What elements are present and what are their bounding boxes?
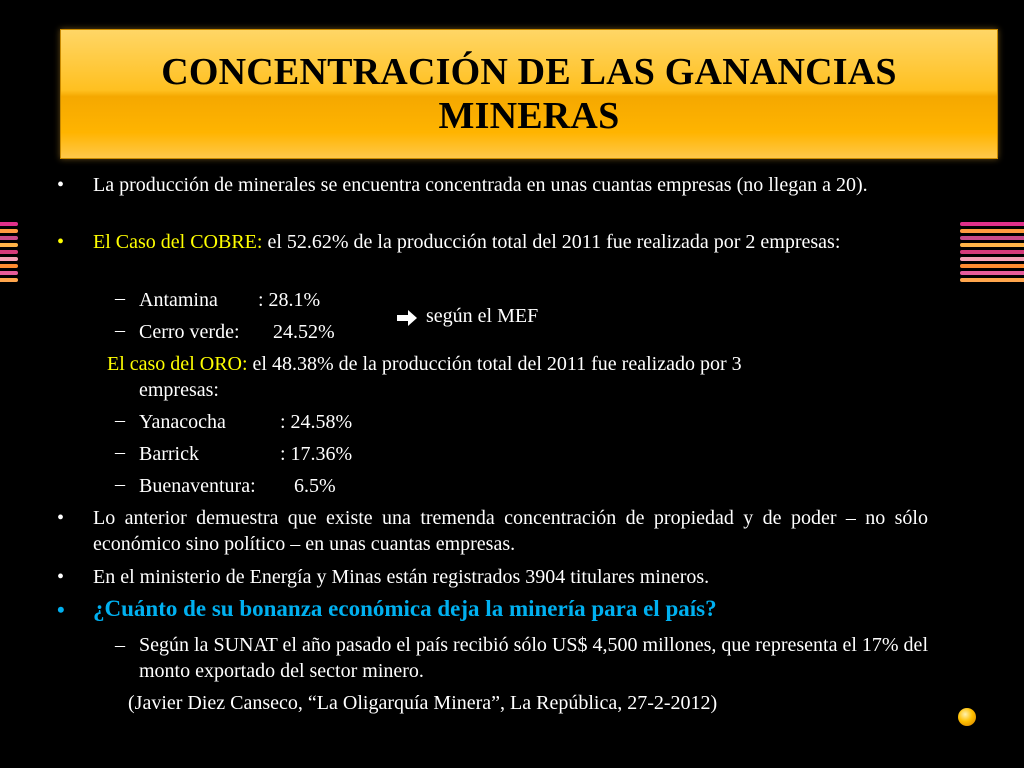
arrow-right-icon (397, 310, 417, 326)
oro-text-continuation: empresas: (139, 379, 219, 401)
bullet-icon: • (57, 597, 65, 622)
buenaventura-value: 6.5% (294, 475, 336, 497)
bullet-icon: • (57, 231, 65, 253)
mef-note: según el MEF (426, 305, 539, 327)
dash-icon: – (115, 319, 125, 341)
cerro-verde-value: 24.52% (273, 321, 335, 343)
citation: (Javier Diez Canseco, “La Oligarquía Min… (128, 692, 718, 714)
dash-icon: – (115, 473, 125, 495)
dash-icon: – (115, 287, 125, 309)
left-stripes-decoration (0, 222, 18, 285)
bullet-icon: • (57, 174, 65, 196)
bullet-icon: • (57, 566, 65, 588)
paragraph-production: La producción de minerales se encuentra … (93, 174, 868, 196)
title-box: CONCENTRACIÓN DE LAS GANANCIAS MINERAS (60, 29, 998, 159)
barrick-name: Barrick (139, 443, 199, 465)
cerro-verde-name: Cerro verde: (139, 321, 240, 343)
dash-icon: – (115, 409, 125, 431)
buenaventura-name: Buenaventura: (139, 475, 256, 497)
cobre-label: El Caso del COBRE: (93, 231, 263, 253)
paragraph-cobre: El Caso del COBRE: el 52.62% de la produ… (93, 229, 928, 255)
oro-text: el 48.38% de la producción total del 201… (247, 353, 742, 375)
title-line-2: MINERAS (438, 95, 620, 137)
bullet-icon: • (57, 507, 65, 529)
orange-ball-decoration (958, 708, 976, 726)
yanacocha-value: : 24.58% (280, 411, 353, 433)
right-stripes-decoration (960, 222, 1024, 285)
antamina-value: : 28.1% (258, 289, 321, 311)
oro-label: El caso del ORO: (107, 353, 248, 375)
title-line-1: CONCENTRACIÓN DE LAS GANANCIAS (161, 51, 897, 93)
question-heading: ¿Cuánto de su bonanza económica deja la … (93, 596, 717, 621)
barrick-value: : 17.36% (280, 443, 353, 465)
dash-icon: – (115, 441, 125, 463)
cobre-text: el 52.62% de la producción total del 201… (262, 231, 841, 253)
sunat-paragraph: Según la SUNAT el año pasado el país rec… (139, 634, 928, 682)
yanacocha-name: Yanacocha (139, 411, 226, 433)
dash-icon: – (115, 634, 125, 656)
slide-title: CONCENTRACIÓN DE LAS GANANCIAS MINERAS (161, 50, 896, 138)
paragraph-concentration: Lo anterior demuestra que existe una tre… (93, 507, 928, 555)
paragraph-oro: El caso del ORO: el 48.38% de la producc… (107, 351, 742, 377)
antamina-name: Antamina (139, 289, 218, 311)
paragraph-ministry: En el ministerio de Energía y Minas está… (93, 566, 710, 588)
